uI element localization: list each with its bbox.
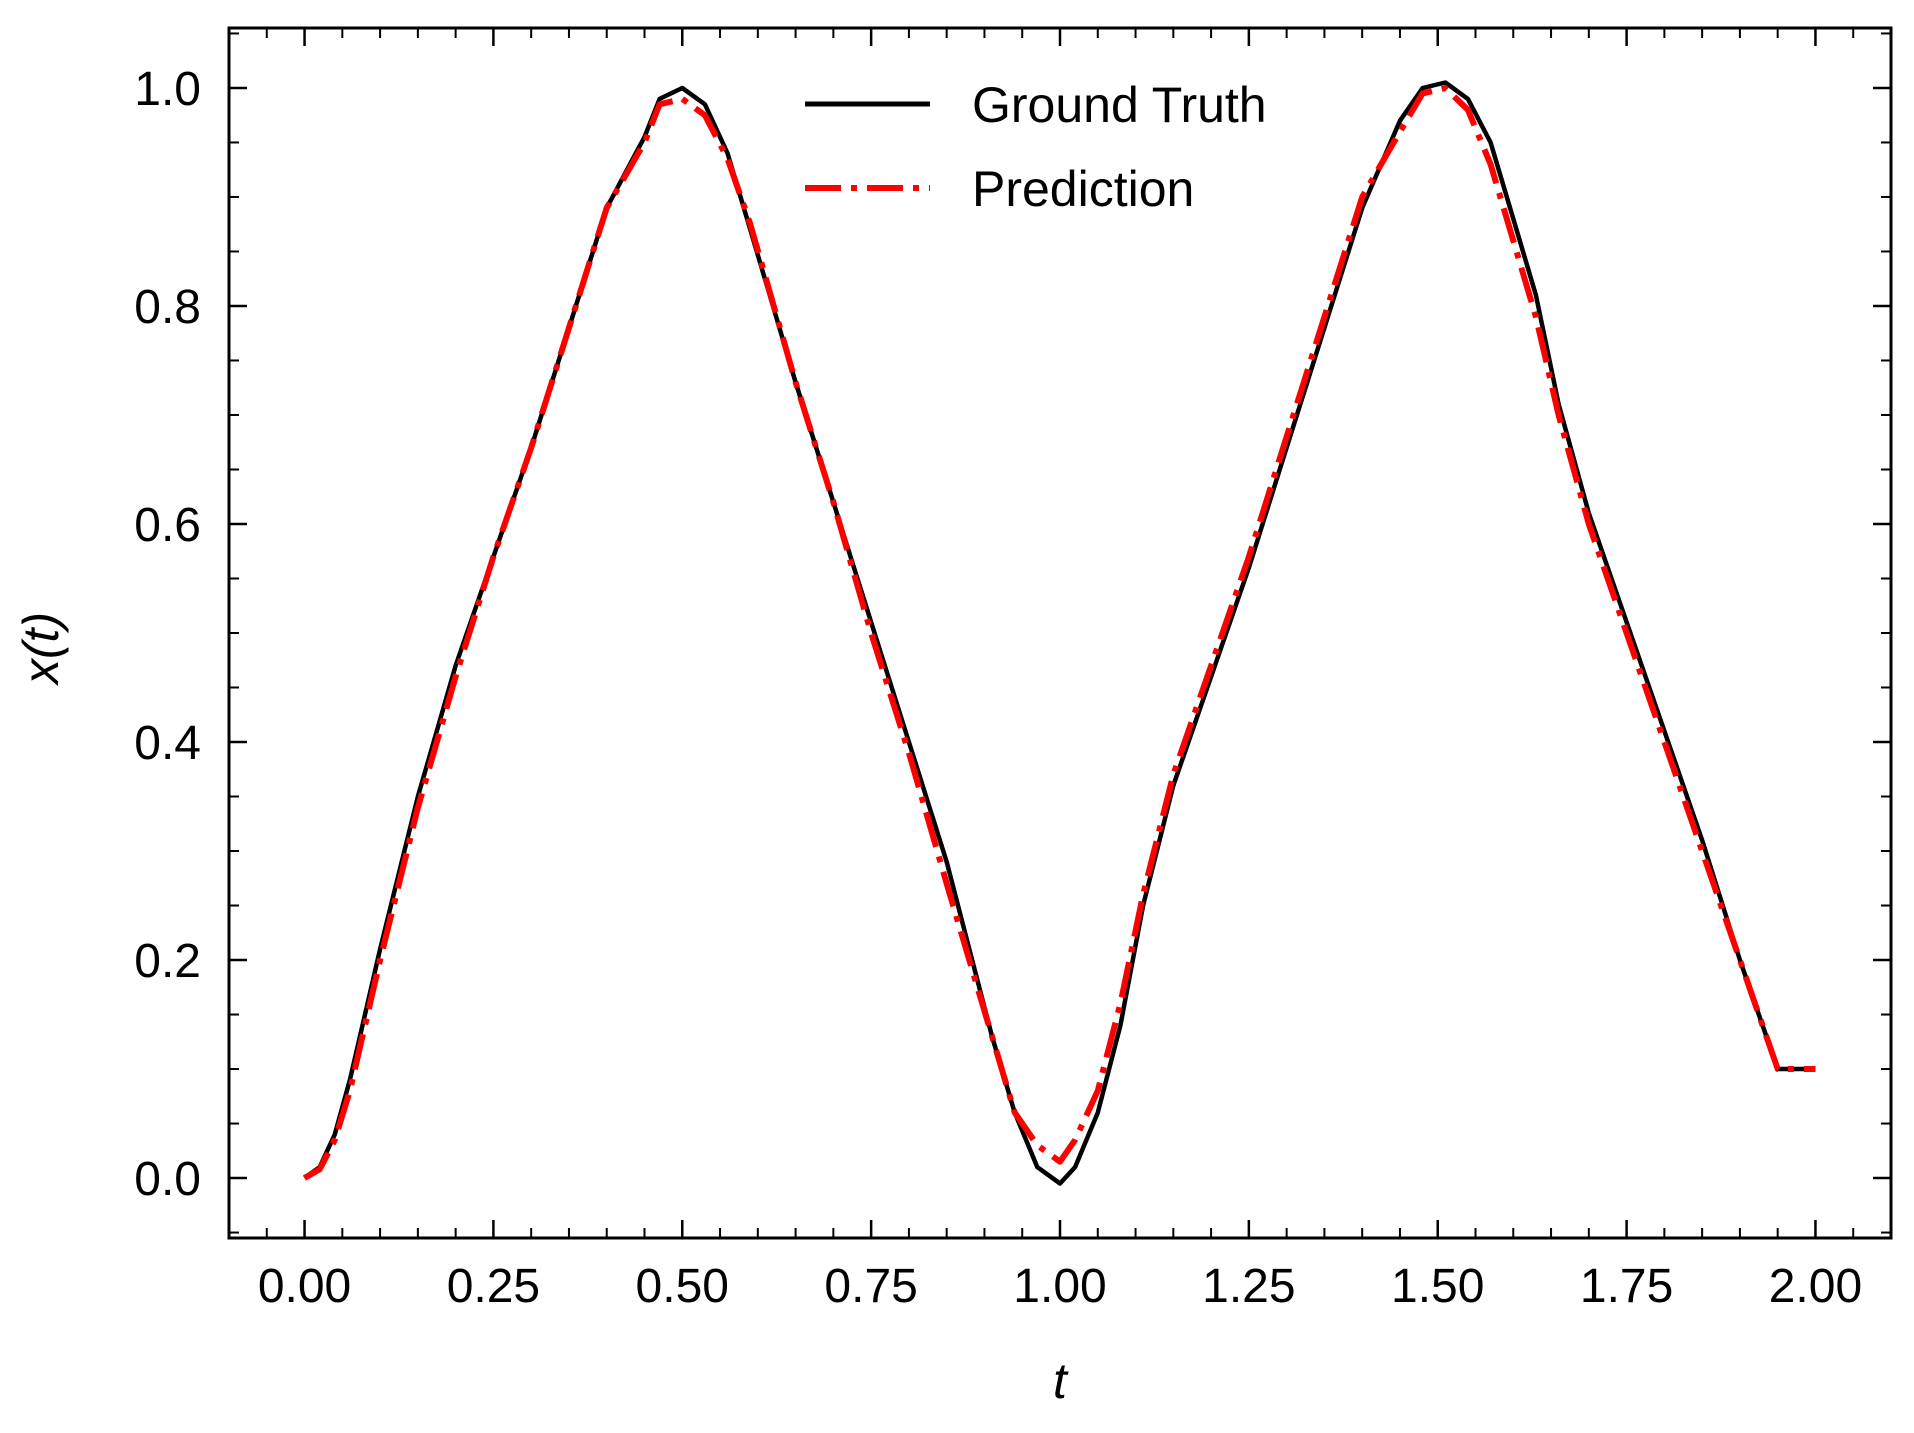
x-tick-label: 1.50 — [1391, 1260, 1484, 1313]
y-tick-label: 0.8 — [134, 281, 201, 334]
legend: Ground Truth Prediction — [805, 77, 1267, 217]
y-tick-label: 0.4 — [134, 717, 201, 770]
plot-frame — [227, 26, 1893, 1240]
series-line-ground-truth — [303, 80, 1816, 1186]
series-line-prediction — [303, 85, 1816, 1181]
x-tick-label: 0.75 — [824, 1260, 917, 1313]
plot-series — [303, 80, 1816, 1186]
x-tick-label: 0.50 — [636, 1260, 729, 1313]
legend-entry-prediction: Prediction — [972, 161, 1194, 217]
x-tick-label: 1.25 — [1202, 1260, 1295, 1313]
x-tick-label: 0.25 — [447, 1260, 540, 1313]
tick-labels: 0.00 0.25 0.50 0.75 1.00 1.25 1.50 1.75 2.00 0.0 0… — [134, 63, 1862, 1313]
y-axis-label: x(t) — [13, 612, 69, 686]
y-axis-label-var: t — [13, 626, 69, 642]
y-axis-label-base: x( — [13, 638, 69, 686]
y-tick-label: 0.2 — [134, 935, 201, 988]
y-tick-label: 0.6 — [134, 499, 201, 552]
y-tick-label: 0.0 — [134, 1153, 201, 1206]
x-tick-label: 1.00 — [1013, 1260, 1106, 1313]
x-tick-label: 2.00 — [1769, 1260, 1862, 1313]
y-axis-label-close: ) — [13, 612, 69, 634]
legend-entry-ground-truth: Ground Truth — [972, 77, 1267, 133]
axis-ticks — [228, 28, 1892, 1238]
y-tick-label: 1.0 — [134, 63, 201, 116]
x-tick-label: 0.00 — [258, 1260, 351, 1313]
x-tick-label: 1.75 — [1580, 1260, 1673, 1313]
x-axis-label: t — [1053, 1353, 1069, 1409]
